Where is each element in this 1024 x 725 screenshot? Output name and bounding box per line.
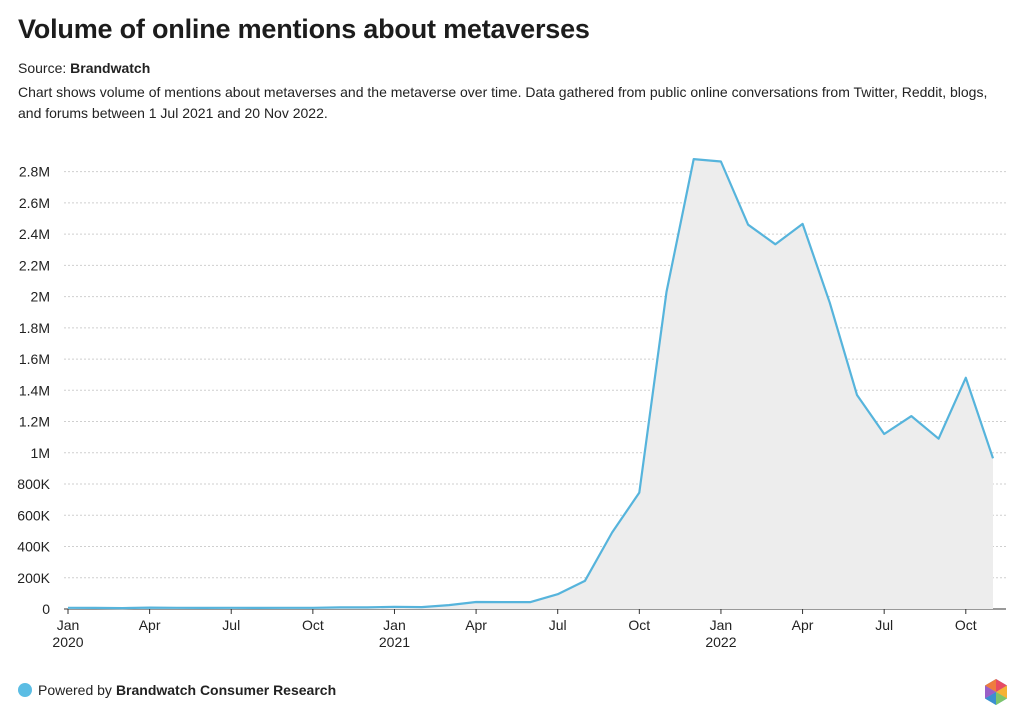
y-tick-label: 2.2M — [19, 257, 50, 273]
y-tick-label: 0 — [42, 601, 50, 617]
x-year-label: 2021 — [379, 634, 410, 650]
x-tick-label: Oct — [955, 617, 977, 633]
y-tick-label: 2.6M — [19, 195, 50, 211]
x-tick-label: Oct — [302, 617, 324, 633]
x-tick-label: Apr — [139, 617, 161, 633]
y-tick-label: 600K — [17, 507, 50, 523]
y-tick-label: 2.4M — [19, 226, 50, 242]
x-tick-label: Oct — [628, 617, 650, 633]
y-tick-label: 800K — [17, 476, 50, 492]
x-tick-label: Jul — [875, 617, 893, 633]
x-tick-label: Jul — [222, 617, 240, 633]
footer: Powered by Brandwatch Consumer Research — [18, 682, 336, 698]
x-tick-label: Apr — [465, 617, 487, 633]
y-tick-label: 1M — [31, 445, 50, 461]
chart-description: Chart shows volume of mentions about met… — [18, 84, 988, 121]
y-tick-label: 1.8M — [19, 320, 50, 336]
y-tick-label: 200K — [17, 570, 50, 586]
x-year-label: 2020 — [52, 634, 83, 650]
y-tick-label: 2M — [31, 289, 50, 305]
source-name: Brandwatch — [70, 60, 151, 76]
y-tick-label: 1.4M — [19, 382, 50, 398]
x-tick-label: Jan — [57, 617, 80, 633]
x-tick-label: Jan — [383, 617, 406, 633]
x-year-label: 2022 — [705, 634, 736, 650]
powered-label: Powered by — [38, 682, 112, 698]
brand-dot-icon — [18, 683, 32, 697]
chart-title: Volume of online mentions about metavers… — [18, 14, 590, 44]
x-tick-label: Jan — [710, 617, 733, 633]
brand-name: Brandwatch Consumer Research — [115, 682, 337, 698]
brandwatch-logo-icon — [985, 679, 1007, 705]
x-tick-label: Apr — [792, 617, 814, 633]
line-chart: 0 200K 400K 600K 800K 1M 1.2M 1.4M 1.6M 1.8M 2M 2.2… — [17, 158, 1006, 650]
source-line: Source: Brandwatch — [18, 60, 150, 76]
area-fill — [68, 159, 993, 609]
x-tick-label: Jul — [549, 617, 567, 633]
y-tick-label: 2.8M — [19, 164, 50, 180]
series-line — [67, 158, 995, 610]
y-tick-label: 400K — [17, 539, 50, 555]
y-tick-label: 1.6M — [19, 351, 50, 367]
source-label: Source: — [18, 60, 67, 76]
y-tick-label: 1.2M — [19, 414, 50, 430]
